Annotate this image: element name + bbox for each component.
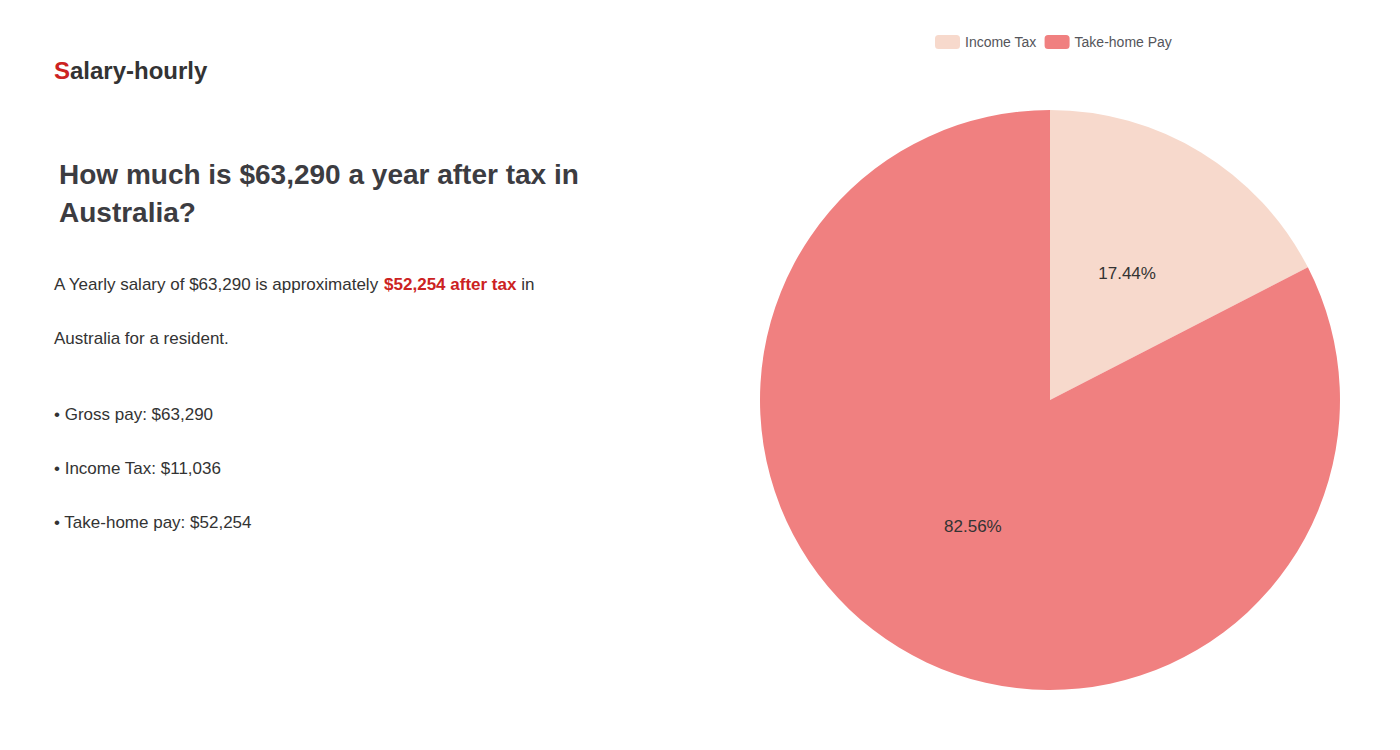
svg-text:$52,254 after tax: $52,254 after tax [384,275,517,294]
svg-text:How much is $63,290 a year aft: How much is $63,290 a year after tax in [59,159,579,190]
svg-text:82.56%: 82.56% [944,517,1002,536]
svg-text:Take-home Pay: Take-home Pay [1075,34,1172,50]
svg-text:• Income Tax: $11,036: • Income Tax: $11,036 [54,459,221,478]
svg-text:alary-hourly: alary-hourly [70,57,208,84]
svg-text:• Gross pay: $63,290: • Gross pay: $63,290 [54,405,213,424]
svg-text:Australia?: Australia? [59,197,196,228]
svg-text:in: in [516,275,534,294]
svg-text:A Yearly salary of $63,290 is: A Yearly salary of $63,290 is approximat… [54,275,383,294]
svg-text:• Take-home pay: $52,254: • Take-home pay: $52,254 [54,513,252,532]
svg-text:Income Tax: Income Tax [965,34,1036,50]
svg-text:S: S [54,57,70,84]
svg-text:Australia for a resident.: Australia for a resident. [54,329,229,348]
svg-text:17.44%: 17.44% [1098,264,1156,283]
